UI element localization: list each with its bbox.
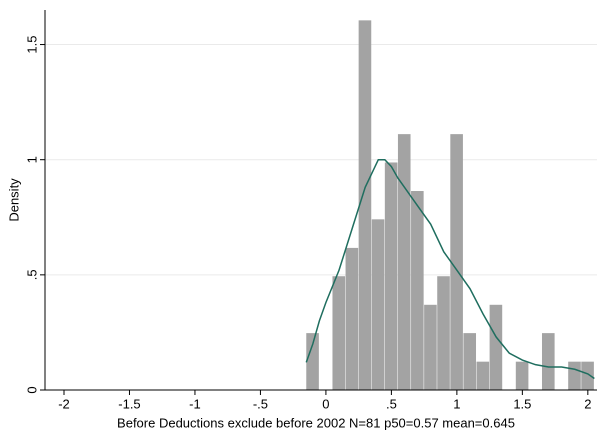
bar [397, 134, 411, 390]
bar [306, 333, 319, 390]
bar [489, 304, 503, 390]
x-tick-label: 0 [322, 396, 329, 411]
bar [450, 134, 463, 390]
y-tick-label: 1 [24, 156, 39, 163]
bar [371, 219, 385, 390]
bar [581, 361, 594, 390]
bar [568, 361, 581, 390]
bar [463, 333, 477, 390]
x-axis-label: Before Deductions exclude before 2002 N=… [117, 415, 515, 430]
bar [358, 20, 372, 390]
x-tick-label: 1.5 [513, 396, 531, 411]
x-tick-label: -1 [189, 396, 201, 411]
x-tick-label: -2 [58, 396, 70, 411]
x-tick-label: 1 [453, 396, 460, 411]
bar [332, 276, 346, 390]
x-tick-label: -.5 [253, 396, 268, 411]
x-tick-label: .5 [386, 396, 397, 411]
bar [411, 191, 424, 390]
bar [345, 247, 359, 390]
x-tick-label: 2 [584, 396, 591, 411]
x-tick-label: -1.5 [118, 396, 140, 411]
y-axis-label: Density [6, 178, 21, 222]
y-tick-label: 0 [24, 386, 39, 393]
bar [515, 361, 529, 390]
bar [437, 276, 450, 390]
bar [476, 361, 490, 390]
density-line [305, 158, 595, 380]
y-tick-label: 1.5 [24, 36, 39, 54]
y-tick-label: .5 [24, 269, 39, 280]
bar [541, 333, 555, 390]
bar [424, 304, 437, 390]
bar [384, 162, 398, 390]
